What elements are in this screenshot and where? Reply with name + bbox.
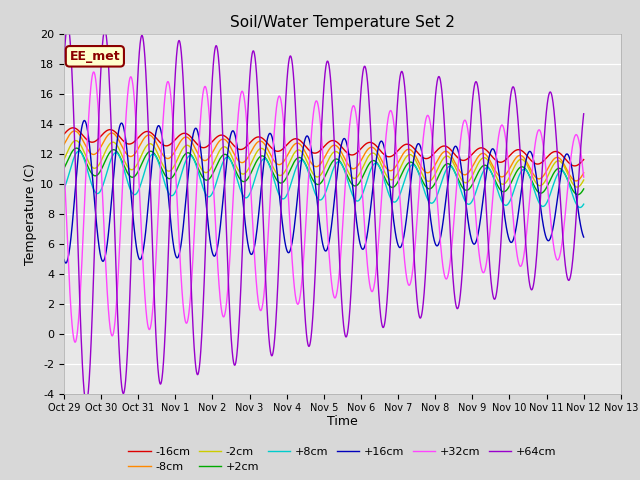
+2cm bbox=[73, 145, 81, 151]
Line: +32cm: +32cm bbox=[64, 72, 584, 342]
-8cm bbox=[70, 128, 78, 134]
-2cm bbox=[394, 170, 402, 176]
Y-axis label: Temperature (C): Temperature (C) bbox=[24, 163, 37, 264]
Line: +64cm: +64cm bbox=[64, 25, 584, 403]
-8cm bbox=[287, 146, 295, 152]
+32cm bbox=[580, 174, 588, 180]
-8cm bbox=[417, 163, 424, 169]
+32cm bbox=[287, 244, 295, 250]
+16cm bbox=[127, 186, 134, 192]
+8cm bbox=[287, 180, 295, 186]
+2cm bbox=[127, 174, 134, 180]
+2cm bbox=[332, 156, 340, 162]
+64cm bbox=[417, 314, 425, 320]
+2cm bbox=[287, 165, 295, 171]
-8cm bbox=[394, 160, 402, 166]
-2cm bbox=[72, 138, 79, 144]
+8cm bbox=[332, 160, 340, 166]
+8cm bbox=[394, 196, 402, 202]
+8cm bbox=[580, 201, 588, 207]
-16cm bbox=[571, 163, 579, 169]
+16cm bbox=[287, 244, 295, 250]
-2cm bbox=[332, 149, 340, 155]
-2cm bbox=[287, 156, 295, 162]
-2cm bbox=[580, 177, 588, 183]
-16cm bbox=[580, 156, 588, 162]
+32cm bbox=[332, 292, 340, 298]
+64cm bbox=[60, 59, 68, 64]
X-axis label: Time: Time bbox=[327, 415, 358, 428]
+16cm bbox=[81, 118, 88, 123]
+8cm bbox=[75, 148, 83, 154]
-16cm bbox=[332, 139, 340, 144]
+16cm bbox=[417, 145, 425, 151]
+16cm bbox=[292, 211, 300, 217]
Legend: -16cm, -8cm, -2cm, +2cm, +8cm, +16cm, +32cm, +64cm: -16cm, -8cm, -2cm, +2cm, +8cm, +16cm, +3… bbox=[124, 443, 561, 477]
+16cm bbox=[60, 257, 68, 263]
+32cm bbox=[292, 295, 300, 301]
-8cm bbox=[127, 154, 134, 159]
+2cm bbox=[60, 166, 68, 171]
+2cm bbox=[574, 192, 582, 197]
+8cm bbox=[127, 187, 134, 192]
-16cm bbox=[287, 138, 295, 144]
+64cm bbox=[292, 109, 300, 115]
Text: EE_met: EE_met bbox=[70, 50, 120, 63]
-16cm bbox=[417, 153, 424, 159]
+32cm bbox=[417, 162, 425, 168]
-8cm bbox=[580, 170, 588, 176]
+8cm bbox=[60, 186, 68, 192]
Line: -8cm: -8cm bbox=[64, 131, 584, 181]
+64cm bbox=[287, 55, 295, 60]
+8cm bbox=[417, 177, 424, 182]
+8cm bbox=[292, 166, 300, 172]
-16cm bbox=[127, 141, 134, 147]
+64cm bbox=[580, 111, 588, 117]
-2cm bbox=[127, 167, 134, 172]
-16cm bbox=[60, 131, 68, 137]
+2cm bbox=[292, 157, 300, 163]
-16cm bbox=[69, 125, 77, 131]
-8cm bbox=[332, 143, 340, 148]
+64cm bbox=[83, 400, 90, 406]
+64cm bbox=[332, 185, 340, 191]
+16cm bbox=[580, 234, 588, 240]
+32cm bbox=[60, 161, 68, 167]
-8cm bbox=[292, 141, 300, 146]
+32cm bbox=[90, 69, 97, 75]
Line: +2cm: +2cm bbox=[64, 148, 584, 194]
+8cm bbox=[576, 204, 584, 210]
+2cm bbox=[580, 186, 588, 192]
+32cm bbox=[394, 171, 402, 177]
-2cm bbox=[573, 184, 581, 190]
-2cm bbox=[417, 168, 424, 174]
-16cm bbox=[394, 148, 402, 154]
Line: +8cm: +8cm bbox=[64, 151, 584, 207]
+32cm bbox=[71, 339, 79, 345]
Title: Soil/Water Temperature Set 2: Soil/Water Temperature Set 2 bbox=[230, 15, 455, 30]
-8cm bbox=[572, 178, 580, 184]
Line: -16cm: -16cm bbox=[64, 128, 584, 166]
-2cm bbox=[60, 156, 68, 162]
-2cm bbox=[292, 149, 300, 155]
+16cm bbox=[332, 179, 340, 185]
+16cm bbox=[62, 260, 70, 266]
Line: -2cm: -2cm bbox=[64, 141, 584, 187]
+64cm bbox=[64, 22, 72, 28]
+16cm bbox=[394, 242, 402, 248]
+2cm bbox=[394, 179, 402, 184]
Line: +16cm: +16cm bbox=[64, 120, 584, 263]
-16cm bbox=[292, 136, 300, 142]
+64cm bbox=[394, 91, 402, 96]
+64cm bbox=[127, 274, 134, 279]
-8cm bbox=[60, 142, 68, 147]
+2cm bbox=[417, 174, 424, 180]
+32cm bbox=[127, 74, 134, 80]
